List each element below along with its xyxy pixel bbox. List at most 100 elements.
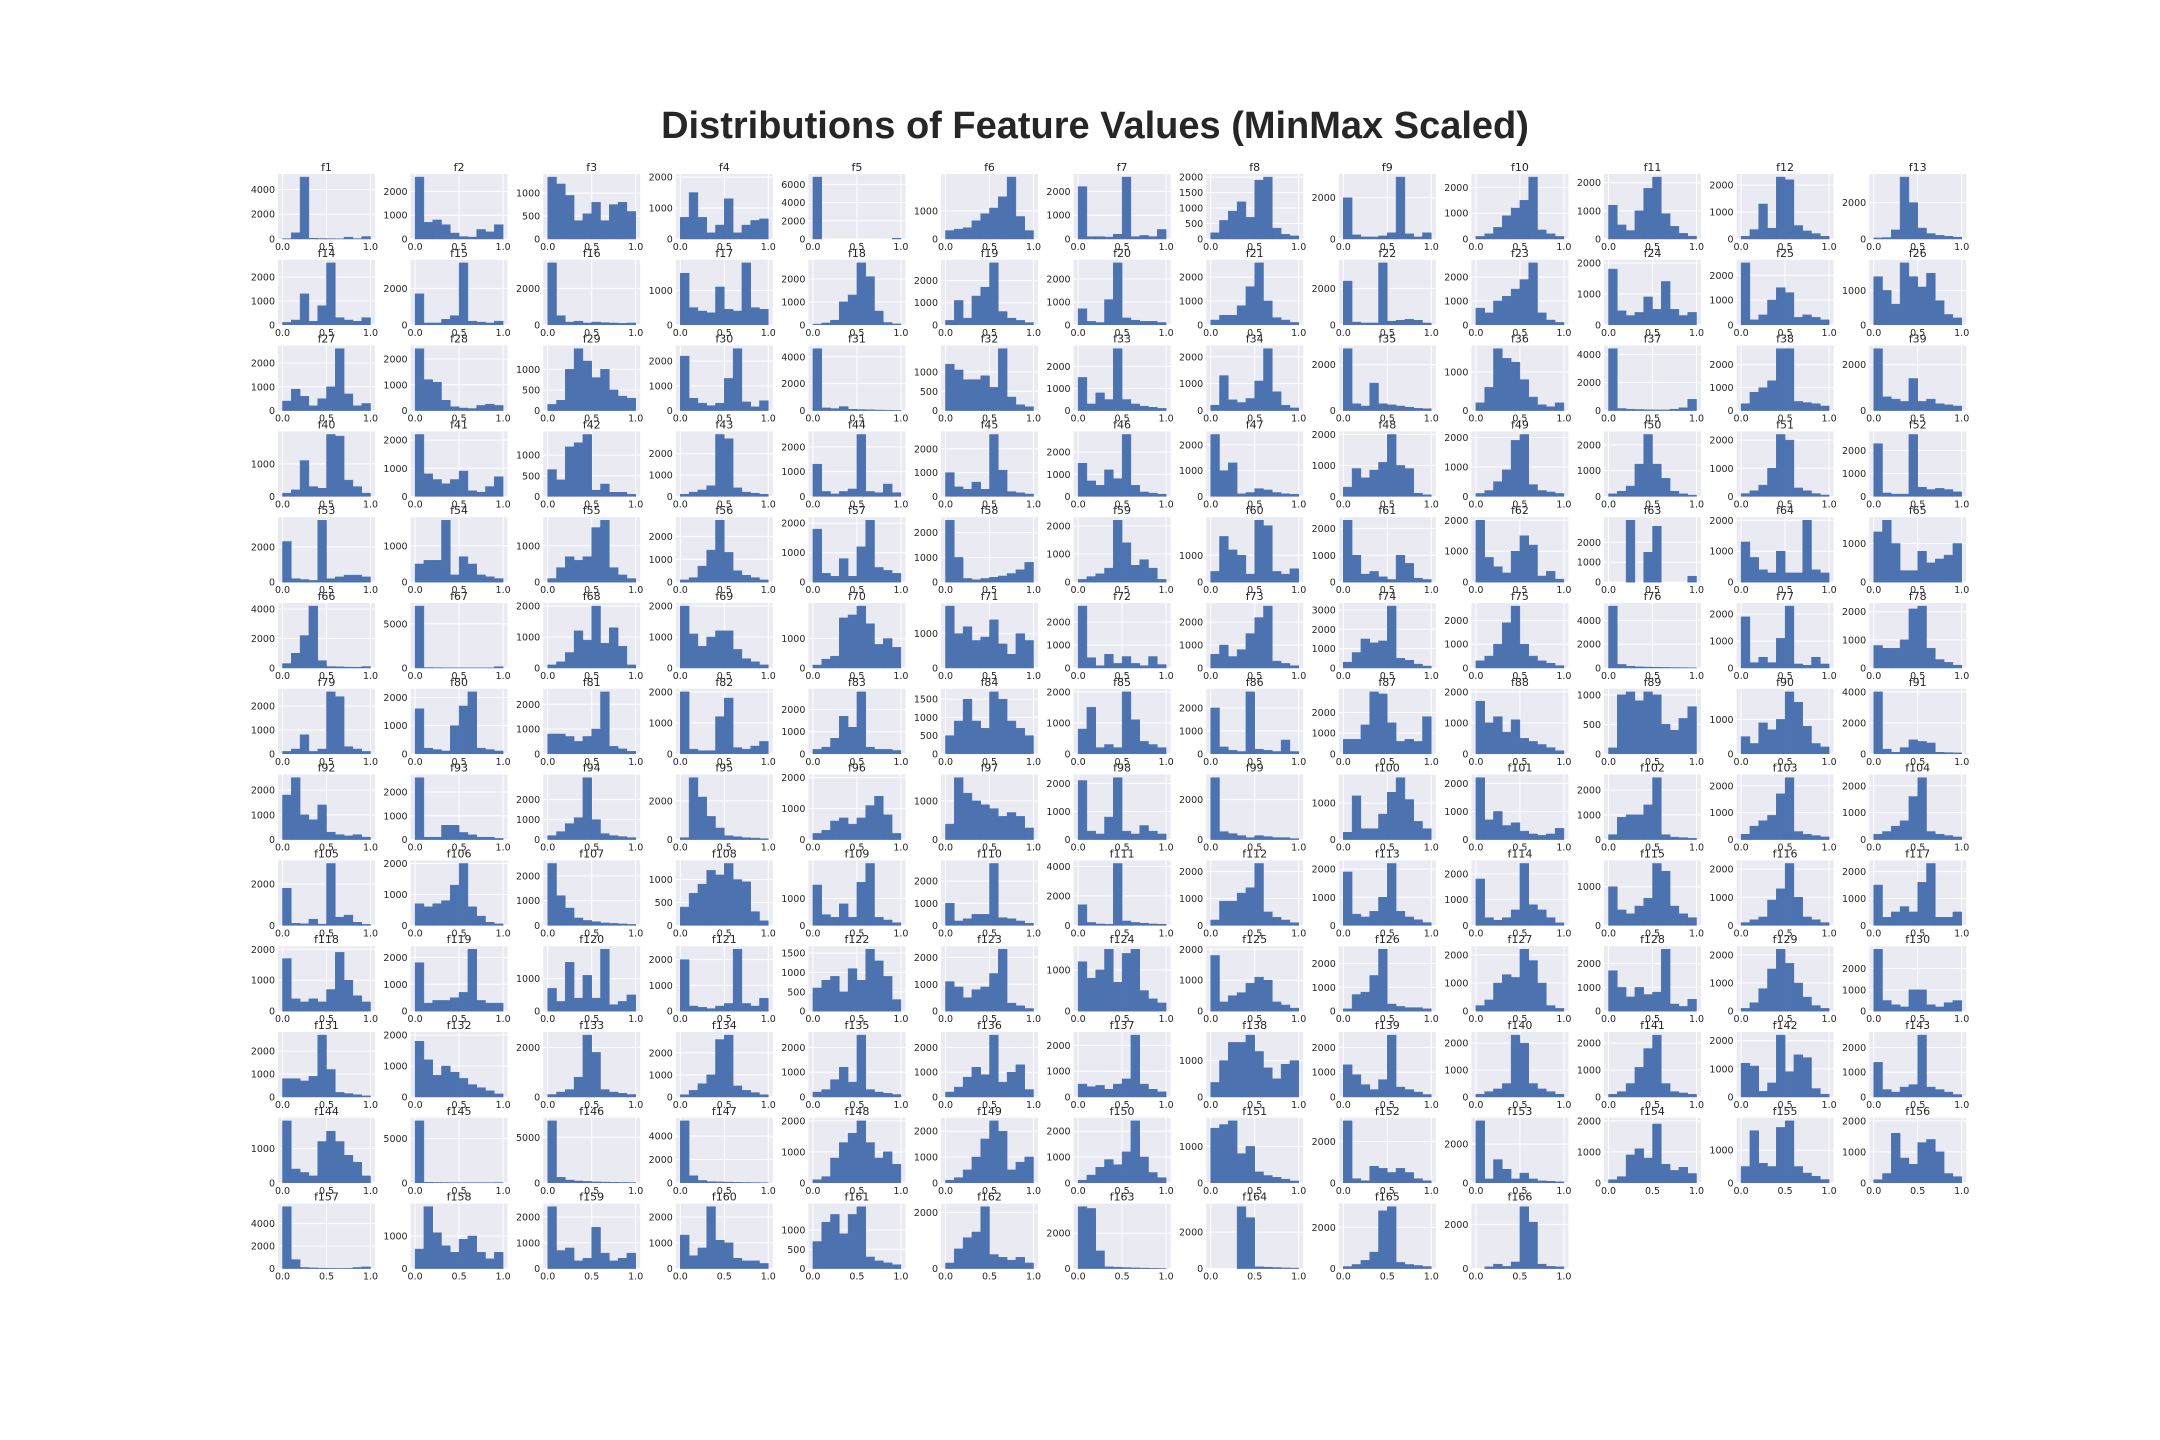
x-tick-label: 0.5	[717, 1014, 732, 1025]
x-tick-label: 0.5	[319, 414, 334, 425]
histogram-bar	[980, 489, 990, 497]
histogram-bar	[874, 567, 884, 583]
histogram-bar	[573, 630, 584, 669]
histogram-bar	[1634, 666, 1644, 669]
histogram-bar	[1236, 555, 1247, 583]
histogram-bar	[680, 959, 690, 1012]
panel-title: f78	[1909, 590, 1927, 603]
histogram-bar	[998, 917, 1008, 926]
histogram-bar	[1687, 1173, 1697, 1184]
y-tick-label: 1000	[781, 968, 805, 979]
x-tick-label: 0.5	[1778, 414, 1793, 425]
x-tick-label: 0.5	[1778, 242, 1793, 253]
histogram-bar	[847, 409, 858, 411]
histogram-bar	[1502, 1266, 1512, 1269]
y-tick-label: 0	[1462, 492, 1468, 503]
x-tick-label: 0.0	[540, 585, 555, 596]
histogram-bar	[954, 633, 964, 669]
histogram-bar	[1519, 434, 1529, 497]
histogram-bar	[1077, 728, 1088, 755]
histogram-bar	[1148, 744, 1158, 755]
histogram-bar	[1510, 440, 1521, 497]
y-tick-label: 1000	[251, 810, 275, 821]
histogram-bar	[732, 879, 743, 926]
histogram-bar	[1749, 919, 1759, 926]
histogram-bar	[1510, 207, 1521, 240]
histogram-bar	[1360, 1180, 1370, 1184]
histogram-bar	[1024, 827, 1034, 840]
histogram-bar	[308, 320, 318, 326]
histogram-bar	[1493, 811, 1503, 840]
histogram-bar	[1908, 989, 1918, 1012]
histogram-bar	[1369, 1089, 1379, 1098]
y-tick-label: 0	[799, 1007, 805, 1018]
histogram-bar	[1369, 642, 1379, 669]
y-tick-label: 1000	[1046, 550, 1070, 561]
histogram-bar	[1882, 396, 1892, 411]
x-tick-label: 1.0	[893, 1272, 908, 1283]
x-tick-label: 0.0	[275, 499, 290, 510]
x-tick-label: 1.0	[1424, 585, 1439, 596]
histogram-bar	[962, 1169, 973, 1184]
y-tick-label: 0	[1728, 1093, 1734, 1104]
x-tick-label: 0.0	[275, 1014, 290, 1025]
panel-title: f72	[1113, 590, 1131, 603]
histogram-bar	[1351, 403, 1362, 411]
histogram-bar	[1272, 1078, 1282, 1098]
histogram-bar	[750, 307, 760, 326]
histogram-bar	[1130, 663, 1140, 669]
y-tick-label: 0	[667, 578, 673, 589]
histogram-bar	[467, 320, 477, 326]
y-tick-label: 2000	[649, 687, 673, 698]
x-tick-label: 0.0	[1866, 499, 1881, 510]
histogram-bar	[1952, 236, 1962, 240]
histogram-bar	[1395, 911, 1406, 926]
y-tick-label: 0	[1330, 1178, 1336, 1189]
histogram-bar	[1245, 573, 1255, 583]
histogram-bar	[1537, 229, 1547, 240]
x-tick-label: 1.0	[1822, 414, 1837, 425]
histogram-bar	[1617, 817, 1627, 840]
histogram-bar	[830, 493, 840, 497]
x-tick-label: 1.0	[761, 328, 776, 339]
histogram-bar	[732, 232, 743, 240]
y-tick-label: 1000	[1709, 464, 1733, 475]
histogram-bar	[1908, 1084, 1918, 1098]
histogram-bar	[759, 309, 769, 326]
histogram-bar	[582, 322, 592, 326]
histogram-bar	[1519, 643, 1529, 669]
y-tick-label: 2000	[1444, 616, 1468, 627]
y-tick-label: 1000	[1709, 383, 1733, 394]
y-tick-label: 0	[534, 320, 540, 331]
x-tick-label: 0.0	[1203, 928, 1218, 939]
histogram-bar	[591, 1181, 601, 1184]
x-tick-label: 0.0	[275, 757, 290, 768]
x-tick-label: 1.0	[1424, 843, 1439, 854]
histogram-bar	[1360, 1084, 1370, 1098]
y-tick-label: 1000	[1046, 807, 1070, 818]
histogram-bar	[450, 315, 460, 326]
histogram-bar	[1139, 491, 1149, 497]
histogram-bar	[1908, 608, 1918, 669]
histogram-bar	[688, 1090, 699, 1098]
y-tick-label: 0	[1330, 1264, 1336, 1275]
histogram-bar	[1360, 638, 1370, 669]
histogram-bar	[1360, 405, 1370, 411]
histogram-bar	[1608, 1179, 1618, 1184]
histogram-bar	[1502, 572, 1512, 583]
y-tick-label: 1000	[1444, 296, 1468, 307]
panel-title: f85	[1113, 676, 1131, 689]
y-tick-label: 2000	[516, 871, 540, 882]
y-tick-label: 1000	[649, 1238, 673, 1249]
histogram-bar	[1802, 1172, 1812, 1184]
histogram-bar	[591, 202, 601, 240]
y-tick-label: 0	[534, 1093, 540, 1104]
y-tick-label: 1000	[1709, 296, 1733, 307]
x-tick-label: 0.0	[673, 1186, 688, 1197]
panel-title: f143	[1905, 1019, 1930, 1032]
